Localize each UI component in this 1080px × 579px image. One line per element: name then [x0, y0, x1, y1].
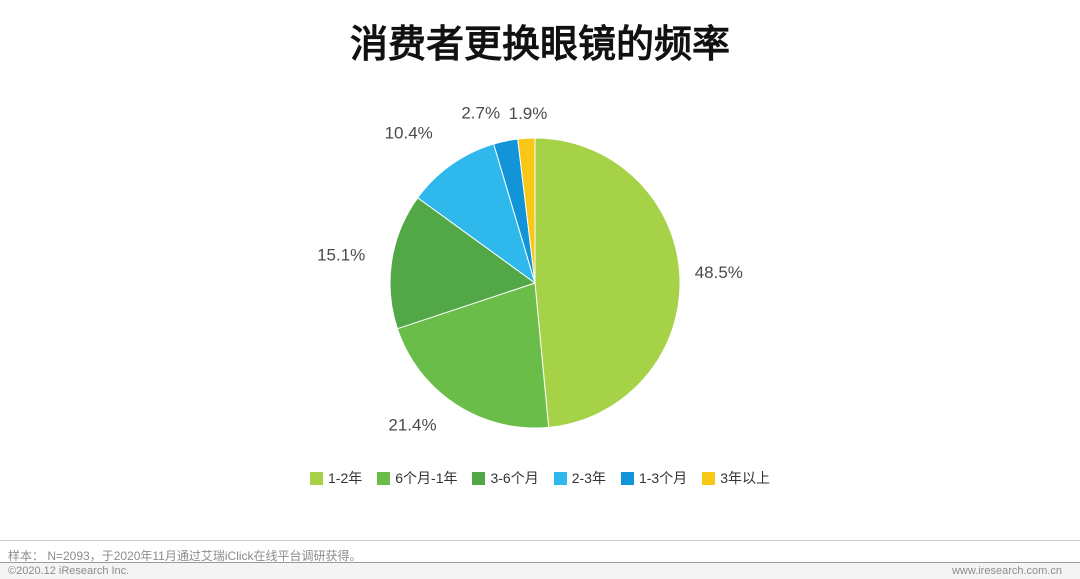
pie-value-label-5: 1.9% [509, 104, 548, 123]
legend-swatch-icon [620, 471, 634, 485]
legend-label: 6个月-1年 [395, 470, 458, 486]
pie-value-label-0: 48.5% [695, 263, 743, 282]
legend-label: 1-2年 [328, 470, 363, 486]
pie-slice-5 [517, 137, 536, 284]
legend-swatch-icon [377, 471, 391, 485]
legend-label: 3年以上 [720, 470, 770, 486]
pie-slice-1 [396, 282, 550, 429]
legend-item-3: 2-3年 [553, 468, 606, 488]
pie-value-label-2: 15.1% [317, 245, 365, 264]
pie-chart: 48.5% 21.4% 15.1% 10.4% 2.7% 1.9% [317, 103, 743, 435]
legend-swatch-icon [702, 471, 716, 485]
pie-slice-0 [534, 137, 681, 428]
legend-item-0: 1-2年 [310, 468, 362, 488]
chart-title: 消费者更换眼镜的频率 [349, 24, 730, 66]
pie-slice-2 [389, 197, 537, 330]
pie-value-label-4: 2.7% [461, 103, 500, 122]
legend-swatch-icon [310, 471, 324, 485]
footer-bar: ©2020.12 iResearch Inc. www.iresearch.co… [0, 562, 1080, 579]
copyright-text: ©2020.12 iResearch Inc. [8, 565, 130, 577]
website-url: www.iresearch.com.cn [951, 565, 1062, 577]
legend-item-5: 3年以上 [702, 468, 770, 488]
chart-legend: 1-2年 6个月-1年 3-6个月 2-3年 1-3个月 3年以上 [0, 468, 1080, 488]
legend-label: 3-6个月 [490, 470, 539, 486]
legend-item-1: 6个月-1年 [377, 468, 457, 488]
legend-label: 2-3年 [571, 470, 606, 486]
footnote-divider [0, 540, 1080, 541]
legend-swatch-icon [553, 471, 567, 485]
legend-item-2: 3-6个月 [472, 468, 539, 488]
pie-slice-3 [416, 143, 536, 285]
legend-item-4: 1-3个月 [620, 468, 688, 488]
pie-value-label-3: 10.4% [385, 123, 433, 142]
pie-value-label-1: 21.4% [388, 416, 436, 435]
legend-swatch-icon [472, 471, 486, 485]
legend-label: 1-3个月 [638, 470, 688, 486]
sample-footnote: 样本： N=2093，于2020年11月通过艾瑞iClick在线平台调研获得。 [8, 549, 362, 563]
